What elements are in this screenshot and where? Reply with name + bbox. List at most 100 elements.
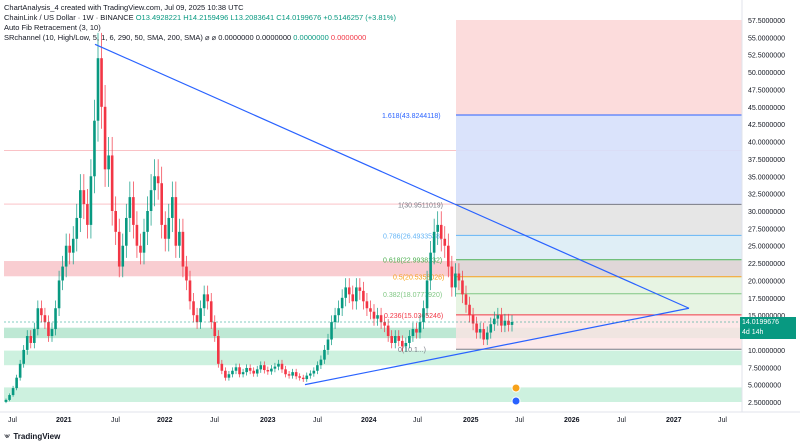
candle-body: [248, 367, 252, 371]
candle-body: [245, 367, 248, 373]
candle-body: [365, 301, 369, 309]
candle-body: [273, 366, 277, 369]
candle-body: [429, 252, 432, 281]
sr-zone-green-2: [4, 350, 742, 366]
candle-body: [277, 363, 280, 367]
candle-body: [206, 294, 209, 302]
candle-body: [344, 287, 347, 298]
candle-body: [316, 365, 319, 371]
candle-body: [8, 395, 11, 400]
candle-body: [471, 315, 475, 324]
candle-body: [156, 176, 160, 184]
candle-body: [287, 374, 291, 376]
candle-body: [301, 377, 305, 380]
last-price-label: 14.0199676 4d 14h: [740, 317, 796, 339]
candle-body: [174, 197, 178, 246]
candle-body: [305, 375, 309, 380]
candle-body: [478, 329, 482, 333]
candle-body: [213, 322, 217, 337]
candle-body: [383, 322, 386, 326]
symbol-line[interactable]: ChainLink / US Dollar · 1W · BINANCE O13…: [4, 13, 396, 23]
fib-label-7: 0(10.1...): [398, 347, 426, 354]
candle-body: [432, 231, 436, 253]
indicator-value-1: 0.0000000: [218, 33, 254, 42]
fib-label-2: 0.786(26.4933538): [383, 233, 442, 240]
sr-zone-green-3: [4, 387, 742, 402]
candle-body: [238, 367, 241, 375]
candle-body: [326, 339, 330, 350]
candle-body: [188, 280, 192, 302]
candle-body: [163, 224, 167, 239]
candle-body: [450, 266, 454, 288]
candle-body: [489, 324, 493, 333]
candle-body: [47, 322, 50, 337]
candle-body: [195, 315, 199, 323]
candle-body: [507, 320, 510, 325]
candle-body: [181, 231, 185, 267]
price-tick: 45.0000000: [748, 105, 785, 112]
ohlc-values: O13.4928221 H14.2159496 L13.2083641 C14.…: [135, 13, 396, 22]
candle-body: [68, 245, 71, 253]
candle-body: [408, 336, 411, 343]
candle-body: [96, 58, 100, 121]
event-marker-earnings: [511, 396, 521, 406]
candle-body: [82, 190, 86, 205]
eye-icon[interactable]: ⌀: [204, 33, 210, 42]
bar-countdown: 4d 14h: [742, 329, 764, 336]
candle-body: [266, 370, 270, 372]
candle-body: [22, 349, 25, 364]
indicator-fib[interactable]: Auto Fib Retracement (3, 10): [4, 23, 101, 32]
candle-body: [192, 301, 195, 316]
price-tick: 15.0000000: [748, 313, 785, 320]
time-tick: Jul: [111, 417, 120, 424]
candle-body: [436, 224, 439, 232]
candle-body: [132, 197, 135, 225]
fib-label-1: 1(30.9511019): [398, 202, 443, 209]
candle-body: [447, 245, 450, 267]
candle-body: [142, 231, 146, 253]
candle-body: [457, 273, 461, 281]
price-tick: 17.5000000: [748, 296, 785, 303]
price-tick: 35.0000000: [748, 174, 785, 181]
time-tick: 2026: [564, 417, 580, 424]
candle-body: [496, 315, 500, 319]
candle-body: [64, 245, 68, 267]
candle-body: [397, 336, 401, 341]
price-tick: 47.5000000: [748, 87, 785, 94]
fib-zone-0236: [456, 314, 742, 350]
candle-body: [185, 266, 188, 281]
chart-title: ChartAnalysis_4 created with TradingView…: [4, 3, 244, 12]
candle-body: [255, 369, 259, 374]
candle-body: [167, 217, 171, 239]
indicator-srchannel[interactable]: SRchannel (10, High/Low, 5, 1, 6, 290, 5…: [4, 33, 396, 43]
candle-body: [128, 197, 132, 218]
time-tick: Jul: [413, 417, 422, 424]
time-tick: Jul: [210, 417, 219, 424]
candle-body: [234, 367, 238, 371]
price-tick: 20.0000000: [748, 278, 785, 285]
tradingview-logo[interactable]: ⩖ TradingView: [4, 431, 60, 441]
candle-body: [393, 336, 397, 343]
candle-body: [482, 329, 485, 340]
indicator-value-red: 0.0000000: [330, 33, 367, 42]
last-price-value: 14.0199676: [742, 319, 779, 326]
candle-body: [510, 321, 514, 325]
candle-body: [227, 374, 231, 378]
settings-icon[interactable]: ⌀: [211, 33, 217, 42]
time-tick: 2024: [361, 417, 377, 424]
sr-zone-green-1: [4, 327, 742, 339]
time-tick: Jul: [8, 417, 17, 424]
candle-body: [153, 176, 156, 191]
fib-zone-1: [456, 204, 742, 236]
candle-body: [220, 363, 224, 371]
chart-header: ChartAnalysis_4 created with TradingView…: [4, 3, 396, 43]
candle-body: [312, 370, 316, 374]
price-tick: 22.5000000: [748, 261, 785, 268]
candle-body: [224, 370, 227, 378]
candle-body: [125, 217, 128, 246]
fib-label-0: 1.618(43.8244118): [382, 113, 441, 120]
candle-body: [309, 373, 312, 376]
candle-body: [347, 287, 351, 295]
price-tick: 32.5000000: [748, 192, 785, 199]
